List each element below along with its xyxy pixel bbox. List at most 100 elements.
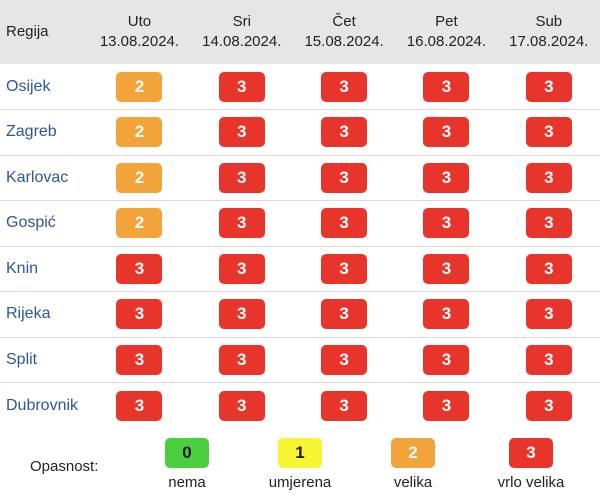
legend-caption: umjerena <box>268 474 332 491</box>
table-row: Rijeka 3 3 3 3 3 <box>0 291 600 338</box>
level-badge: 3 <box>321 117 368 148</box>
level-badge: 3 <box>321 299 368 330</box>
forecast-cell: 3 <box>395 246 498 292</box>
level-badge: 3 <box>525 117 572 148</box>
danger-legend: Opasnost: 0 nema 1 umjerena 2 velika 3 v… <box>0 428 600 500</box>
day-column-header: Sri 14.08.2024. <box>191 0 293 64</box>
forecast-cell: 3 <box>88 246 191 292</box>
forecast-cell: 3 <box>497 200 600 247</box>
day-column-header: Pet 16.08.2024. <box>395 0 497 64</box>
level-badge: 0 <box>165 438 209 468</box>
level-badge: 3 <box>423 117 470 148</box>
level-badge: 3 <box>525 344 572 375</box>
level-badge: 2 <box>116 117 163 148</box>
level-badge: 3 <box>218 253 265 284</box>
forecast-cell: 3 <box>497 109 600 156</box>
day-name: Pet <box>435 13 458 30</box>
forecast-cell: 3 <box>292 246 396 292</box>
level-badge: 3 <box>116 253 163 284</box>
level-badge: 3 <box>423 299 470 330</box>
forecast-cell: 3 <box>190 109 293 156</box>
forecast-cell: 3 <box>88 337 191 383</box>
level-badge: 3 <box>509 438 553 468</box>
level-badge: 3 <box>321 208 368 239</box>
region-name: Knin <box>0 246 89 292</box>
level-badge: 2 <box>116 162 163 193</box>
table-row: Zagreb 2 3 3 3 3 <box>0 109 600 156</box>
level-badge: 3 <box>218 208 265 239</box>
level-badge: 3 <box>525 71 572 102</box>
level-badge: 3 <box>423 344 470 375</box>
level-badge: 3 <box>218 162 265 193</box>
level-badge: 3 <box>321 162 368 193</box>
level-badge: 3 <box>525 208 572 239</box>
level-badge: 3 <box>218 117 265 148</box>
forecast-cell: 3 <box>190 64 293 110</box>
forecast-cell: 3 <box>190 337 293 383</box>
level-badge: 3 <box>218 390 265 421</box>
level-badge: 3 <box>321 253 368 284</box>
header-row: Regija Uto 13.08.2024. Sri 14.08.2024. Čet… <box>0 0 600 64</box>
forecast-cell: 3 <box>190 246 293 292</box>
forecast-cell: 2 <box>88 200 191 247</box>
forecast-cell: 3 <box>395 64 498 110</box>
level-badge: 3 <box>116 390 163 421</box>
table-row: Osijek 2 3 3 3 3 <box>0 64 600 110</box>
forecast-cell: 3 <box>292 337 396 383</box>
region-name: Gospić <box>0 200 89 247</box>
forecast-cell: 3 <box>292 200 396 247</box>
region-name: Split <box>0 337 89 383</box>
forecast-cell: 3 <box>395 291 498 338</box>
legend-item-high: 2 velika <box>363 438 463 491</box>
day-date: 15.08.2024. <box>304 33 384 50</box>
forecast-cell: 3 <box>497 337 600 383</box>
day-name: Čet <box>332 13 356 30</box>
day-name: Uto <box>127 13 152 30</box>
forecast-cell: 3 <box>292 64 396 110</box>
level-badge: 3 <box>525 299 572 330</box>
day-date: 14.08.2024. <box>202 33 282 50</box>
level-badge: 2 <box>391 438 435 468</box>
forecast-cell: 2 <box>88 109 191 156</box>
forecast-cell: 3 <box>395 155 498 201</box>
day-column-header: Sub 17.08.2024. <box>498 0 600 64</box>
region-name: Dubrovnik <box>6 396 79 414</box>
forecast-cell: 3 <box>395 109 498 156</box>
region-name: Karlovac <box>0 155 89 201</box>
level-badge: 3 <box>423 208 470 239</box>
forecast-cell: 3 <box>190 200 293 247</box>
forecast-cell: 3 <box>88 383 190 429</box>
table-row: Dubrovnik 3 3 3 3 3 <box>0 383 600 429</box>
legend-item-none: 0 nema <box>137 438 237 491</box>
day-date: 13.08.2024. <box>99 33 180 50</box>
level-badge: 3 <box>525 162 572 193</box>
level-badge: 3 <box>218 71 265 102</box>
forecast-cell: 3 <box>88 291 191 338</box>
day-name: Sub <box>535 13 563 30</box>
forecast-cell: 3 <box>395 200 498 247</box>
level-badge: 3 <box>116 299 163 330</box>
forecast-cell: 3 <box>497 155 600 201</box>
legend-caption: velika <box>393 474 433 491</box>
level-badge: 2 <box>116 208 163 239</box>
forecast-cell: 3 <box>497 246 600 292</box>
region-column-header: Regija <box>6 23 49 40</box>
legend-caption: vrlo velika <box>497 474 565 491</box>
table-row: Split 3 3 3 3 3 <box>0 337 600 383</box>
level-badge: 3 <box>423 162 470 193</box>
forecast-cell: 3 <box>395 337 498 383</box>
table-row: Karlovac 2 3 3 3 3 <box>0 155 600 201</box>
level-badge: 3 <box>321 71 368 102</box>
level-badge: 3 <box>423 71 470 102</box>
legend-item-moderate: 1 umjerena <box>250 438 350 491</box>
table-header: Regija Uto 13.08.2024. Sri 14.08.2024. Čet… <box>0 0 600 64</box>
day-date: 17.08.2024. <box>509 33 589 50</box>
forecast-cell: 3 <box>497 291 600 338</box>
day-column-header: Čet 15.08.2024. <box>293 0 395 64</box>
forecast-cell: 3 <box>190 291 293 338</box>
day-column-header: Uto 13.08.2024. <box>88 0 190 64</box>
legend-caption: nema <box>168 474 206 491</box>
level-badge: 3 <box>218 299 265 330</box>
day-name: Sri <box>232 13 251 30</box>
forecast-cell: 3 <box>498 383 600 429</box>
